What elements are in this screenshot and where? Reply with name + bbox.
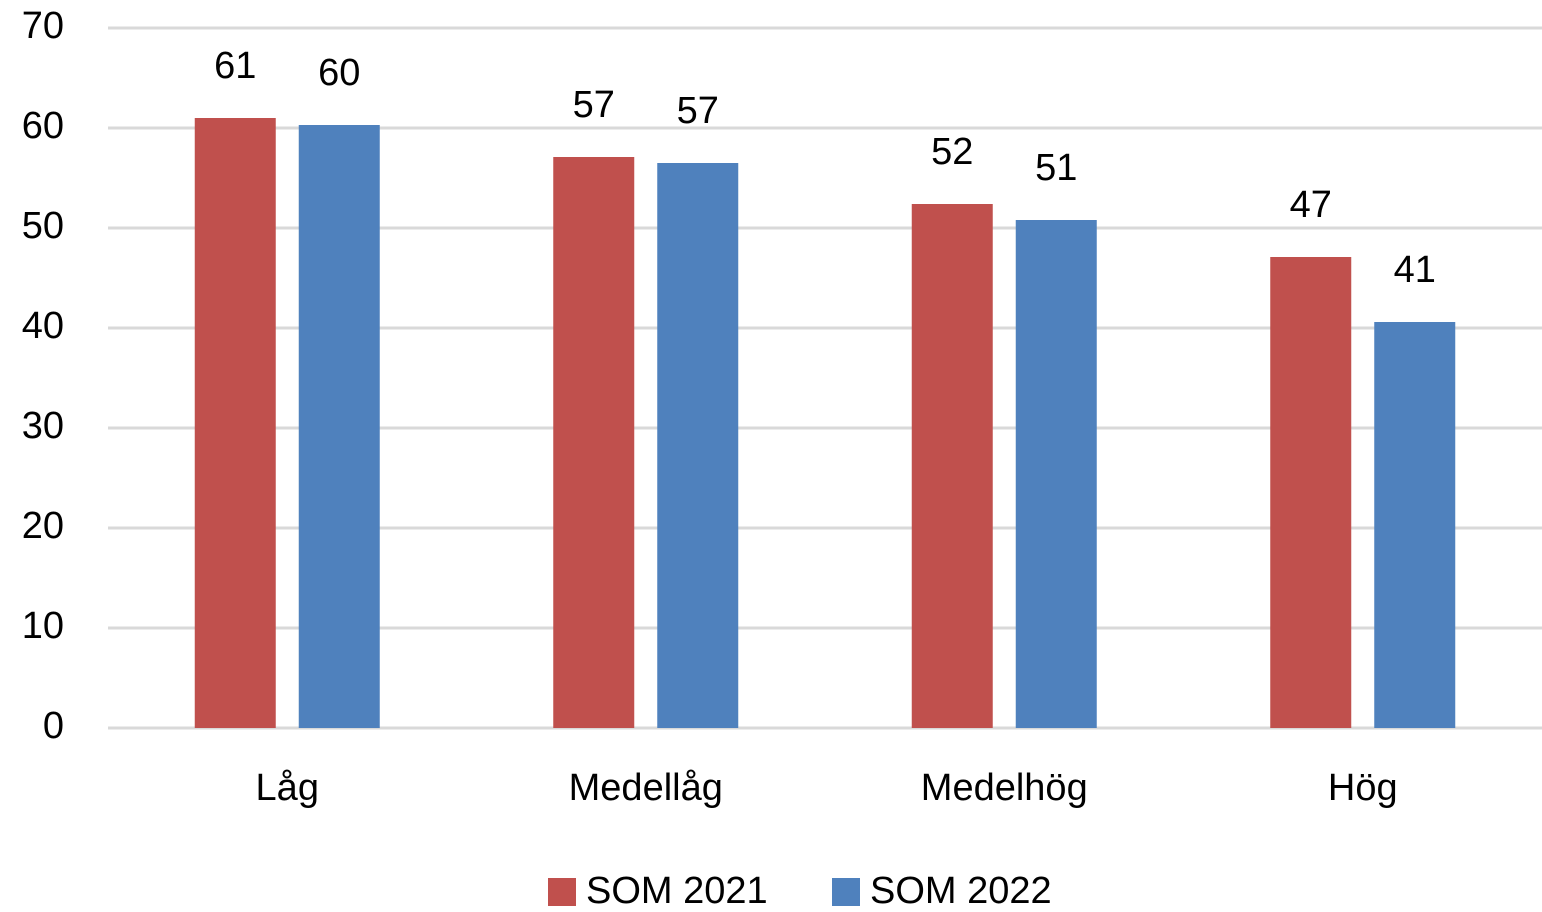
- y-tick-label: 0: [43, 705, 64, 747]
- bar: [194, 118, 276, 728]
- legend-label: SOM 2022: [870, 870, 1052, 912]
- bar: [1270, 257, 1352, 728]
- bar: [298, 125, 380, 728]
- legend-swatch: [548, 878, 576, 906]
- y-tick-label: 10: [22, 605, 64, 647]
- y-tick-label: 60: [22, 105, 64, 147]
- y-tick-label: 20: [22, 505, 64, 547]
- y-tick-label: 70: [22, 5, 64, 47]
- legend-label: SOM 2021: [586, 870, 768, 912]
- data-label: 57: [573, 84, 615, 126]
- y-tick-label: 40: [22, 305, 64, 347]
- bar: [1015, 220, 1097, 728]
- data-label: 51: [1035, 147, 1077, 189]
- x-tick-label: Medelhög: [921, 767, 1088, 809]
- data-label: 60: [318, 52, 360, 94]
- x-tick-label: Låg: [256, 767, 319, 809]
- x-tick-label: Hög: [1328, 767, 1398, 809]
- x-tick-label: Medellåg: [569, 767, 723, 809]
- data-label: 52: [931, 131, 973, 173]
- data-label: 47: [1290, 184, 1332, 226]
- legend-swatch: [832, 878, 860, 906]
- y-tick-label: 50: [22, 205, 64, 247]
- bar: [553, 157, 635, 728]
- bar: [1374, 322, 1456, 728]
- bar: [911, 204, 993, 728]
- data-label: 41: [1394, 249, 1436, 291]
- y-tick-label: 30: [22, 405, 64, 447]
- data-label: 61: [214, 45, 256, 87]
- bar: [657, 163, 739, 728]
- data-label: 57: [677, 90, 719, 132]
